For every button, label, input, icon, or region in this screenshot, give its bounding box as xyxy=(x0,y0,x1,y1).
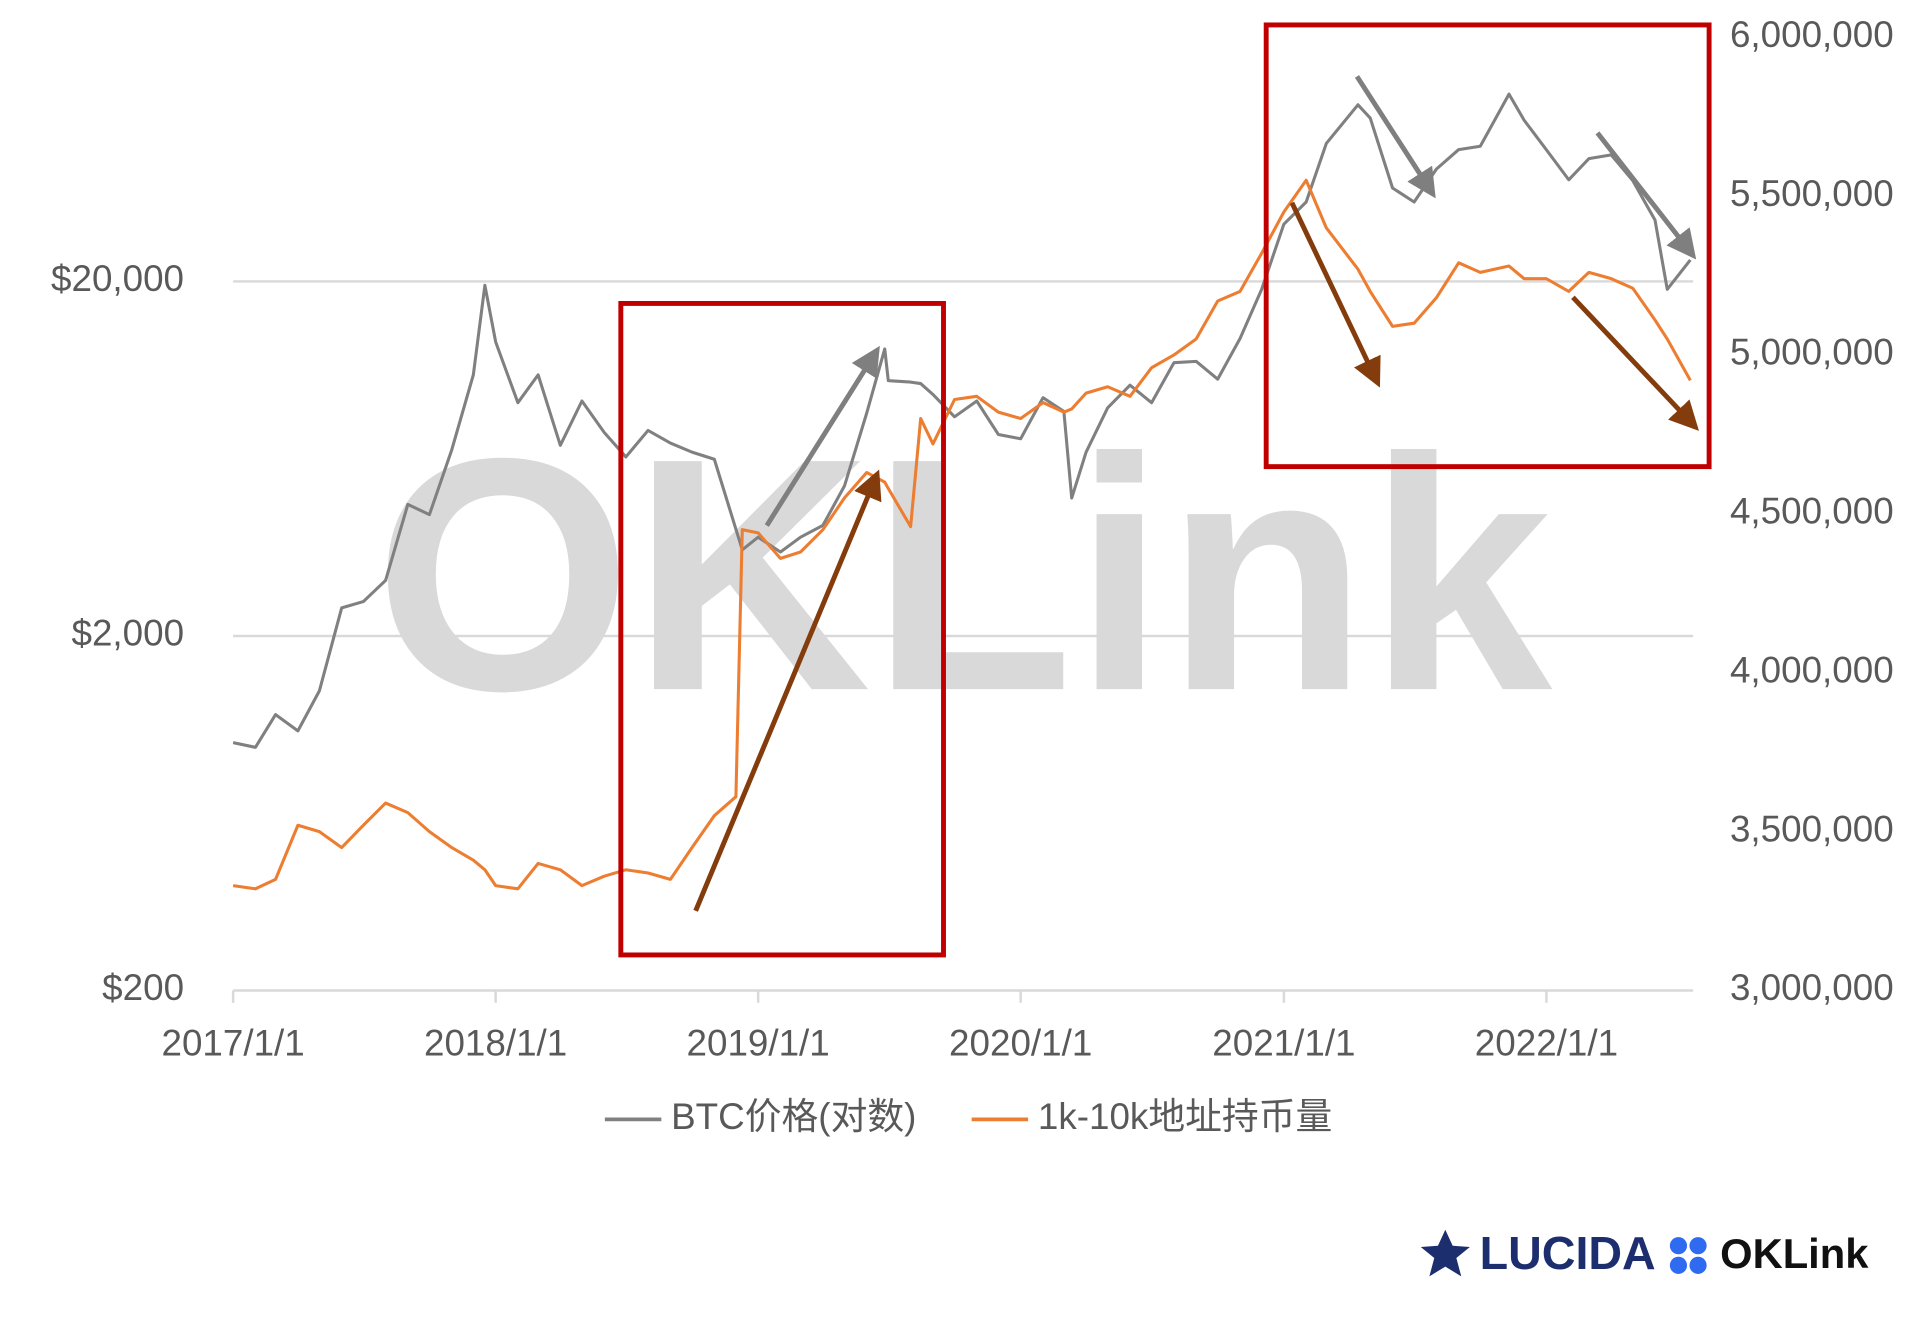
y-tick-label: $200 xyxy=(102,967,184,1008)
highlight-box xyxy=(1263,22,1712,470)
x-tick-label: 2022/1/1 xyxy=(1475,1022,1618,1063)
oklink-icon xyxy=(1669,1237,1707,1274)
legend-label: BTC价格(对数) xyxy=(671,1096,916,1137)
x-tick-label: 2020/1/1 xyxy=(949,1022,1092,1063)
logo-text: LUCIDA xyxy=(1480,1227,1656,1279)
y2-tick-label: 5,000,000 xyxy=(1730,332,1894,373)
y2-tick-label: 3,000,000 xyxy=(1730,967,1894,1008)
logos: LUCIDA OKLink xyxy=(1420,1227,1869,1279)
series-line xyxy=(232,178,1692,891)
highlight-box xyxy=(618,300,946,958)
x-tick-label: 2017/1/1 xyxy=(161,1022,304,1063)
x-tick-label: 2019/1/1 xyxy=(687,1022,830,1063)
y2-tick-label: 4,000,000 xyxy=(1730,649,1894,690)
x-tick-label: 2021/1/1 xyxy=(1212,1022,1355,1063)
y-tick-label: $20,000 xyxy=(51,258,184,299)
annotations xyxy=(618,22,1712,958)
lucida-icon xyxy=(1420,1229,1470,1277)
y2-tick-label: 3,500,000 xyxy=(1730,808,1894,849)
series-line xyxy=(232,92,1692,749)
legend-label: 1k-10k地址持币量 xyxy=(1038,1096,1332,1137)
logo-text: OKLink xyxy=(1720,1230,1869,1277)
trend-arrows xyxy=(764,75,1697,527)
y-tick-label: $2,000 xyxy=(71,613,184,654)
watermark: OKLink xyxy=(374,390,1554,760)
y2-tick-label: 4,500,000 xyxy=(1730,491,1894,532)
x-tick-label: 2018/1/1 xyxy=(424,1022,567,1063)
y2-tick-label: 6,000,000 xyxy=(1730,14,1894,55)
y2-tick-label: 5,500,000 xyxy=(1730,173,1894,214)
trend-arrows xyxy=(693,201,1699,912)
